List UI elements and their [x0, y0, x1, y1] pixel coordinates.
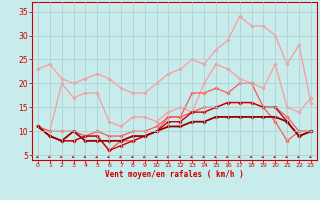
X-axis label: Vent moyen/en rafales ( km/h ): Vent moyen/en rafales ( km/h ) — [105, 170, 244, 179]
